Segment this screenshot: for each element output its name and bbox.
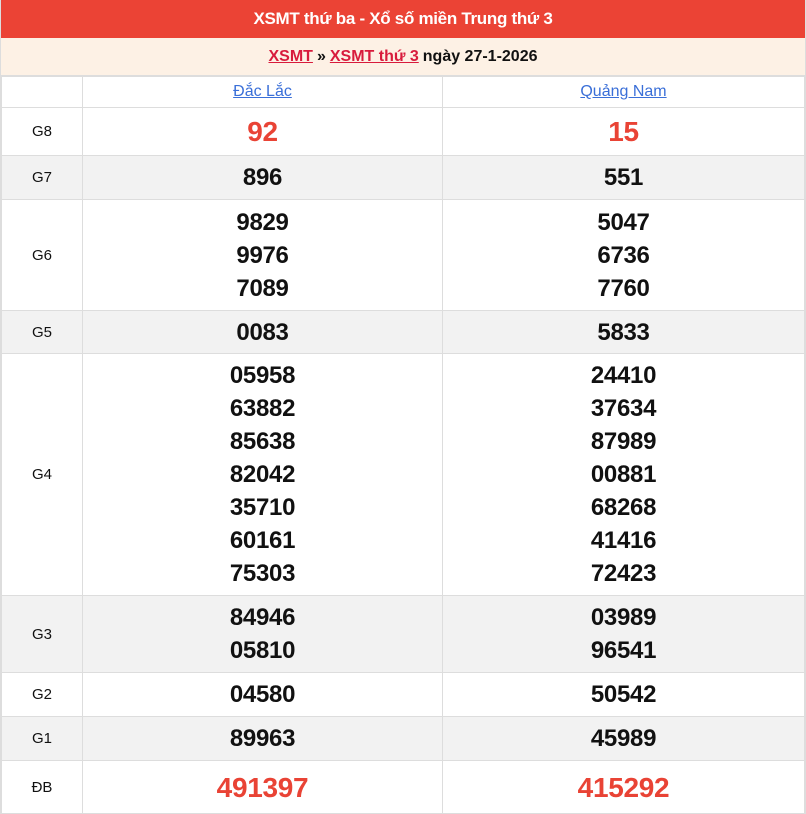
prize-cell: 92 bbox=[82, 107, 443, 156]
prize-cell: 15 bbox=[442, 107, 805, 156]
draw-date: ngày 27-1-2026 bbox=[422, 47, 538, 65]
prize-cell: 84946 05810 bbox=[82, 595, 443, 673]
prize-number: 0083 bbox=[236, 318, 289, 346]
prize-number: 551 bbox=[603, 164, 644, 191]
prize-number: 896 bbox=[242, 164, 283, 191]
prize-label: G3 bbox=[1, 595, 83, 673]
prize-cell: 896 bbox=[82, 155, 443, 200]
prize-cell: 45989 bbox=[442, 716, 805, 761]
prize-number: 03989 bbox=[590, 604, 657, 631]
prize-cell: 50542 bbox=[442, 672, 805, 717]
province-link-quang-nam[interactable]: Quảng Nam bbox=[580, 83, 667, 100]
prize-row-g3: G3 84946 05810 03989 96541 bbox=[1, 595, 805, 673]
prize-number: 72423 bbox=[590, 560, 657, 587]
prize-label: ĐB bbox=[1, 760, 83, 814]
province-header-row: Đắc Lắc Quảng Nam bbox=[1, 76, 805, 108]
prize-cell: 415292 bbox=[442, 760, 805, 814]
prize-number: 05810 bbox=[229, 637, 296, 664]
prize-number: 7760 bbox=[597, 274, 650, 302]
prize-row-đb: ĐB 491397 415292 bbox=[1, 760, 805, 814]
prize-cell: 491397 bbox=[82, 760, 443, 814]
prize-number: 85638 bbox=[229, 428, 296, 455]
breadcrumb-xsmt-link[interactable]: XSMT bbox=[268, 47, 313, 65]
prize-cell: 9829 9976 7089 bbox=[82, 199, 443, 311]
prize-label: G6 bbox=[1, 199, 83, 311]
prize-number: 87989 bbox=[590, 428, 657, 455]
prize-number: 05958 bbox=[229, 362, 296, 389]
prize-row-g4: G4 05958 63882 85638 82042 35710 60161 75303 244… bbox=[1, 353, 805, 596]
page-title: XSMT thứ ba - Xổ số miền Trung thứ 3 bbox=[1, 0, 805, 38]
prize-row-g6: G6 9829 9976 7089 5047 6736 7760 bbox=[1, 199, 805, 311]
prize-row-g2: G2 04580 50542 bbox=[1, 672, 805, 717]
breadcrumb: XSMT » XSMT thứ 3 ngày 27-1-2026 bbox=[1, 38, 805, 76]
prize-label: G8 bbox=[1, 107, 83, 156]
results-table: Đắc Lắc Quảng Nam G8 92 15 G7 896 551 G6 9829 99… bbox=[1, 76, 805, 814]
prize-number: 82042 bbox=[229, 461, 296, 488]
breadcrumb-separator: » bbox=[316, 47, 326, 65]
prize-number: 84946 bbox=[229, 604, 296, 631]
province-link-dac-lac[interactable]: Đắc Lắc bbox=[233, 83, 292, 100]
prize-number: 9829 bbox=[236, 208, 289, 236]
prize-cell: 551 bbox=[442, 155, 805, 200]
prize-number: 04580 bbox=[229, 681, 296, 708]
prize-number: 9976 bbox=[236, 241, 289, 269]
prize-cell: 5833 bbox=[442, 310, 805, 354]
prize-cell: 0083 bbox=[82, 310, 443, 354]
prize-number: 60161 bbox=[229, 527, 296, 554]
prize-cell: 5047 6736 7760 bbox=[442, 199, 805, 311]
prize-number: 41416 bbox=[590, 527, 657, 554]
prize-number: 96541 bbox=[590, 637, 657, 664]
prize-number: 5047 bbox=[597, 208, 650, 236]
prize-label: G1 bbox=[1, 716, 83, 761]
breadcrumb-xsmt-thu3-link[interactable]: XSMT thứ 3 bbox=[329, 47, 419, 65]
prize-number: 6736 bbox=[597, 241, 650, 269]
prize-row-g1: G1 89963 45989 bbox=[1, 716, 805, 761]
prize-row-g8: G8 92 15 bbox=[1, 107, 805, 156]
prize-number: 415292 bbox=[577, 771, 670, 803]
prize-number: 50542 bbox=[590, 681, 657, 708]
prize-number: 89963 bbox=[229, 725, 296, 752]
prize-number: 5833 bbox=[597, 318, 650, 346]
prize-number: 92 bbox=[247, 116, 278, 147]
prize-number: 15 bbox=[608, 116, 639, 147]
prize-number: 24410 bbox=[590, 362, 657, 389]
prize-number: 68268 bbox=[590, 494, 657, 521]
prize-number: 491397 bbox=[216, 771, 309, 803]
prize-number: 63882 bbox=[229, 395, 296, 422]
empty-cell bbox=[1, 76, 83, 108]
prize-row-g5: G5 0083 5833 bbox=[1, 310, 805, 354]
prize-number: 35710 bbox=[229, 494, 296, 521]
prize-label: G5 bbox=[1, 310, 83, 354]
prize-number: 00881 bbox=[590, 461, 657, 488]
prize-cell: 89963 bbox=[82, 716, 443, 761]
prize-label: G4 bbox=[1, 353, 83, 596]
prize-number: 75303 bbox=[229, 560, 296, 587]
prize-label: G2 bbox=[1, 672, 83, 717]
prize-number: 7089 bbox=[236, 274, 289, 302]
prize-cell: 03989 96541 bbox=[442, 595, 805, 673]
prize-number: 37634 bbox=[590, 395, 657, 422]
prize-cell: 24410 37634 87989 00881 68268 41416 72423 bbox=[442, 353, 805, 596]
prize-label: G7 bbox=[1, 155, 83, 200]
prize-cell: 05958 63882 85638 82042 35710 60161 75303 bbox=[82, 353, 443, 596]
prize-number: 45989 bbox=[590, 725, 657, 752]
prize-cell: 04580 bbox=[82, 672, 443, 717]
prize-row-g7: G7 896 551 bbox=[1, 155, 805, 200]
